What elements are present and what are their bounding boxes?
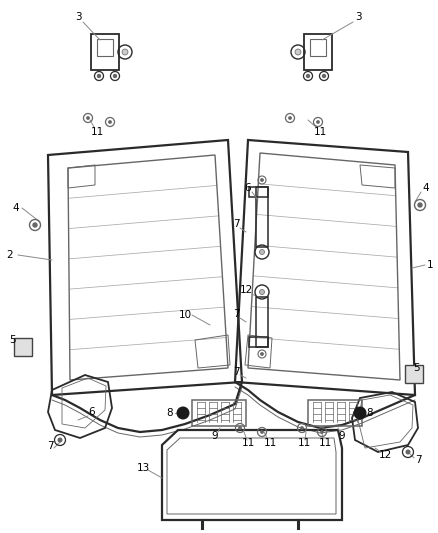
- Circle shape: [353, 407, 367, 419]
- Circle shape: [33, 223, 37, 227]
- Text: 3: 3: [355, 12, 361, 22]
- Circle shape: [98, 75, 100, 77]
- Bar: [14, 338, 32, 356]
- Text: 8: 8: [367, 408, 373, 418]
- Text: 7: 7: [47, 441, 53, 451]
- Text: 4: 4: [423, 183, 429, 193]
- Circle shape: [261, 353, 263, 355]
- Circle shape: [86, 117, 89, 119]
- Text: 11: 11: [263, 438, 277, 448]
- Circle shape: [261, 431, 264, 433]
- Text: 9: 9: [339, 431, 345, 441]
- Circle shape: [122, 49, 128, 55]
- Circle shape: [58, 438, 62, 442]
- Text: 11: 11: [318, 438, 332, 448]
- Text: 1: 1: [427, 260, 433, 270]
- Text: 11: 11: [313, 127, 327, 137]
- Text: 11: 11: [297, 438, 311, 448]
- Circle shape: [109, 120, 112, 124]
- Bar: [405, 365, 423, 383]
- Text: 11: 11: [241, 438, 254, 448]
- Circle shape: [418, 203, 422, 207]
- Text: 7: 7: [233, 219, 239, 229]
- Text: 7: 7: [415, 455, 421, 465]
- Text: 10: 10: [178, 310, 191, 320]
- Circle shape: [239, 426, 241, 430]
- Circle shape: [295, 49, 301, 55]
- Circle shape: [259, 289, 265, 295]
- Text: 5: 5: [10, 335, 16, 345]
- Circle shape: [289, 117, 292, 119]
- Text: 2: 2: [7, 250, 13, 260]
- Text: 12: 12: [378, 450, 392, 460]
- Text: 7: 7: [233, 367, 239, 377]
- Text: 11: 11: [90, 127, 104, 137]
- Circle shape: [259, 249, 265, 254]
- Circle shape: [261, 179, 263, 181]
- Circle shape: [113, 75, 117, 77]
- Text: 5: 5: [413, 363, 419, 373]
- Circle shape: [322, 75, 325, 77]
- Text: 6: 6: [245, 183, 251, 193]
- Text: 8: 8: [167, 408, 173, 418]
- Circle shape: [307, 75, 310, 77]
- Text: 6: 6: [88, 407, 95, 417]
- Text: 3: 3: [75, 12, 81, 22]
- Circle shape: [406, 450, 410, 454]
- Circle shape: [300, 426, 304, 430]
- Circle shape: [317, 120, 319, 124]
- Text: 7: 7: [233, 309, 239, 319]
- Text: 13: 13: [136, 463, 150, 473]
- Text: 4: 4: [13, 203, 19, 213]
- Text: 12: 12: [240, 285, 253, 295]
- Text: 9: 9: [212, 431, 218, 441]
- Circle shape: [177, 407, 190, 419]
- Circle shape: [321, 431, 324, 433]
